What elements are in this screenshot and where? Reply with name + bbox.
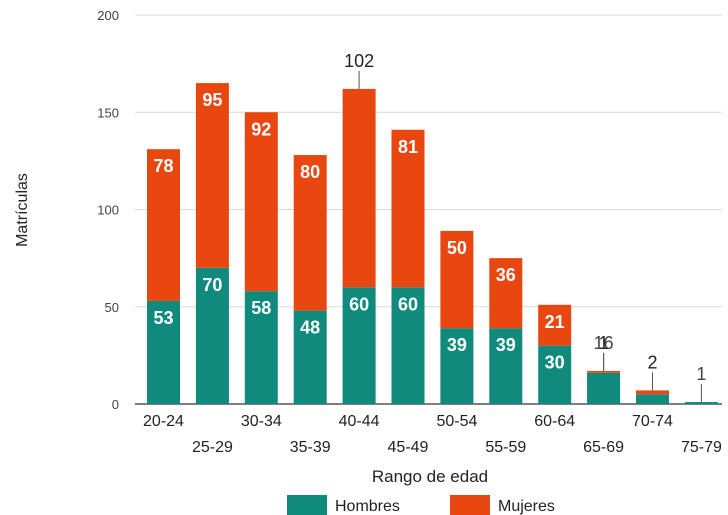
y-tick-label: 50 <box>105 300 119 315</box>
bar-mujeres <box>195 83 229 268</box>
data-label-mujeres: 1 <box>599 333 609 353</box>
y-tick-label: 100 <box>97 203 119 218</box>
data-label-mujeres: 50 <box>447 238 467 258</box>
legend-label: Hombres <box>335 498 400 515</box>
data-label-mujeres: 102 <box>344 51 374 71</box>
bar-hombres <box>587 372 621 404</box>
bar-hombres <box>489 328 523 404</box>
bar-hombres <box>391 287 425 404</box>
bar-mujeres <box>538 304 572 346</box>
data-label-mujeres: 95 <box>202 90 222 110</box>
bar-hombres <box>440 328 474 404</box>
data-label-mujeres: 78 <box>153 156 173 176</box>
legend-swatch <box>287 495 327 515</box>
data-label-outside: 16 <box>594 333 614 353</box>
x-tick-label: 50-54 <box>436 413 477 430</box>
data-label-hombres: 39 <box>496 335 516 355</box>
bar-hombres <box>538 345 572 404</box>
bar-hombres <box>684 402 718 404</box>
data-label-mujeres: 36 <box>496 265 516 285</box>
x-tick-label: 70-74 <box>632 413 673 430</box>
data-label-outside: 1 <box>696 364 706 384</box>
x-tick-label: 20-24 <box>143 413 184 430</box>
data-label-hombres: 58 <box>251 298 271 318</box>
data-labels: 5378709558924880601026081395039363021121… <box>153 51 706 403</box>
y-tick-label: 200 <box>97 8 119 23</box>
data-label-mujeres: 92 <box>251 119 271 139</box>
x-tick-label: 65-69 <box>583 439 624 456</box>
data-label-hombres: 30 <box>545 353 565 373</box>
x-tick-label: 35-39 <box>290 439 331 456</box>
x-tick-label: 40-44 <box>339 413 380 430</box>
data-label-hombres: 60 <box>398 294 418 314</box>
data-label-mujeres: 2 <box>647 352 657 372</box>
data-label-hombres: 39 <box>447 335 467 355</box>
y-tick-label: 0 <box>112 397 119 412</box>
bar-mujeres <box>147 149 180 301</box>
bar-mujeres <box>342 88 376 288</box>
y-tick-label: 150 <box>97 105 119 120</box>
data-label-mujeres: 21 <box>545 312 565 332</box>
bar-hombres <box>195 267 229 404</box>
x-axis-label: Rango de edad <box>372 467 488 486</box>
data-label-hombres: 70 <box>202 275 222 295</box>
x-tick-label: 55-59 <box>485 439 526 456</box>
bar-mujeres <box>391 129 425 288</box>
bar-mujeres <box>244 112 278 292</box>
bar-hombres <box>293 310 327 404</box>
x-axis-ticks: 20-24 25-29 30-34 35-39 40-44 45-49 50-54 55-59… <box>143 413 722 456</box>
legend-swatch <box>450 495 490 515</box>
x-tick-label: 60-64 <box>534 413 575 430</box>
data-label-mujeres: 80 <box>300 162 320 182</box>
data-label-mujeres: 81 <box>398 137 418 157</box>
bar-hombres <box>244 291 278 404</box>
legend: Hombres Mujeres <box>287 495 555 515</box>
bar-mujeres <box>587 370 621 373</box>
x-tick-label: 45-49 <box>388 439 429 456</box>
bar-hombres <box>147 300 180 404</box>
data-label-hombres: 60 <box>349 294 369 314</box>
bar-mujeres <box>636 390 669 395</box>
bar-mujeres <box>489 258 523 329</box>
data-label-hombres: 48 <box>300 318 320 338</box>
x-tick-label: 25-29 <box>192 439 233 456</box>
bars <box>147 83 718 404</box>
bar-mujeres <box>293 155 327 311</box>
bar-hombres <box>636 394 669 404</box>
data-label-hombres: 53 <box>153 308 173 328</box>
bar-mujeres <box>440 230 474 329</box>
y-axis-label: Matrículas <box>14 173 31 247</box>
y-axis-ticks: 0 50 100 150 200 <box>97 8 119 412</box>
gridlines <box>135 14 722 405</box>
bar-hombres <box>342 287 376 404</box>
legend-label: Mujeres <box>498 498 555 515</box>
x-tick-label: 30-34 <box>241 413 282 430</box>
x-tick-label: 75-79 <box>681 439 722 456</box>
